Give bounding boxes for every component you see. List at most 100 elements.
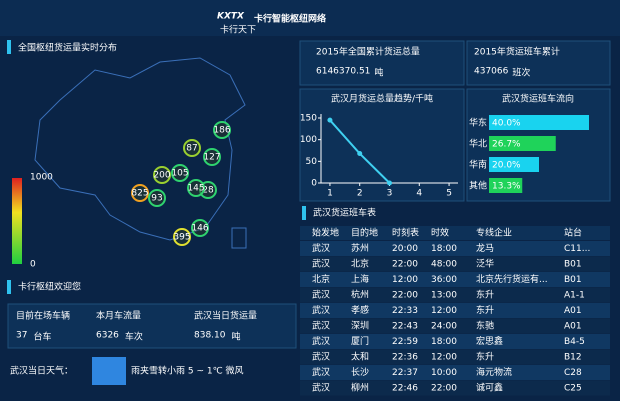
table-cell: A01 [564, 306, 582, 316]
table-cell: 12:00 [431, 306, 457, 316]
table-cell: 厦门 [351, 335, 369, 347]
bar-category: 华东 [469, 117, 487, 129]
table-cell: 22:43 [392, 322, 418, 332]
table-cell: 22:46 [392, 384, 418, 394]
table-header: 时刻表 [392, 227, 419, 239]
map-bubble [153, 166, 171, 184]
table-cell: 北京 [351, 258, 369, 270]
bar-icon [7, 280, 11, 294]
y-tick-label: 100 [300, 135, 317, 145]
table-row [300, 303, 610, 318]
table-cell: 海元物流 [476, 366, 512, 378]
table-header: 专线企业 [476, 227, 512, 239]
welcome-value: 838.10 [194, 331, 226, 341]
bar-icon [7, 40, 11, 54]
table-cell: 22:00 [431, 384, 457, 394]
table-row [300, 241, 610, 256]
welcome-label: 本月车流量 [96, 310, 141, 322]
point [327, 117, 333, 123]
table-title: 武汉货运班车表 [313, 207, 376, 219]
bar-category: 华北 [469, 138, 487, 150]
bar-label: 40.0% [492, 119, 521, 129]
bar [489, 157, 539, 172]
bubble-label: 200 [153, 171, 170, 181]
table-row [300, 349, 610, 365]
bubble-label: 127 [203, 153, 220, 163]
bubble-label: 105 [171, 169, 188, 179]
bubble-label: 145 [187, 184, 204, 194]
x-tick-label: 3 [387, 189, 393, 199]
table-cell: 48:00 [431, 260, 457, 270]
bubble-label: 87 [186, 144, 197, 154]
table-header-bg [300, 226, 610, 240]
table-row [300, 334, 610, 349]
welcome-panel [7, 303, 297, 349]
bar [489, 115, 589, 130]
legend-gradient [12, 178, 22, 264]
table-cell: 北京 [312, 273, 330, 285]
welcome-title: 卡行枢纽欢迎您 [18, 281, 81, 293]
stat-value: 437066 [474, 67, 509, 77]
table-cell: B01 [564, 275, 582, 285]
stat-panel [466, 40, 611, 86]
bar-label: 13.3% [492, 182, 521, 192]
header-bar [0, 0, 620, 36]
stat-value: 6146370.51 [316, 67, 370, 77]
bubble-label: 28 [202, 186, 214, 196]
bar [489, 178, 523, 193]
table-header: 目的地 [351, 227, 378, 239]
map-bubble [183, 139, 201, 157]
table-row [300, 318, 610, 334]
table-row [300, 272, 610, 287]
map-bubble [187, 179, 205, 197]
table-cell: 18:00 [431, 244, 457, 254]
table-cell: 20:00 [392, 244, 418, 254]
table-cell: A1-1 [564, 291, 585, 301]
table-cell: 东驰 [476, 320, 494, 332]
bar [489, 136, 556, 151]
table-cell: 24:00 [431, 322, 457, 332]
map-bubble [148, 189, 166, 207]
welcome-value: 37 [16, 331, 27, 341]
table-cell: 长沙 [351, 366, 369, 378]
table-cell: 12:00 [431, 353, 457, 363]
bar-icon [302, 206, 306, 220]
table-cell: 22:33 [392, 306, 418, 316]
y-tick-label: 50 [306, 157, 318, 167]
table-cell: C25 [564, 384, 582, 394]
bubble-label: 395 [173, 233, 190, 243]
table-cell: 武汉 [312, 382, 330, 394]
table-cell: 22:59 [392, 337, 418, 347]
table-cell: 10:00 [431, 368, 457, 378]
table-header: 站台 [564, 227, 582, 239]
table-cell: 武汉 [312, 320, 330, 332]
welcome-value: 6326 [96, 331, 119, 341]
stat-unit: 吨 [374, 67, 383, 79]
y-tick-label: 0 [311, 179, 317, 189]
y-tick-label: 150 [300, 114, 317, 124]
table-cell: 武汉 [312, 366, 330, 378]
bar-label: 26.7% [492, 140, 521, 150]
table-cell: 武汉 [312, 304, 330, 316]
table-cell: 武汉 [312, 242, 330, 254]
x-tick-label: 1 [327, 189, 333, 199]
table-cell: 18:00 [431, 337, 457, 347]
table-row [300, 365, 610, 380]
bubble-label: 93 [151, 194, 162, 204]
table-cell: 22:37 [392, 368, 418, 378]
legend-min: 0 [30, 260, 36, 270]
bar-title: 武汉货运班车流向 [502, 93, 574, 105]
table-cell: 22:00 [392, 260, 418, 270]
table-cell: 东升 [476, 289, 494, 301]
table-row [300, 380, 610, 396]
table-cell: 东升 [476, 351, 494, 363]
table-cell: 武汉 [312, 335, 330, 347]
x-tick-label: 2 [357, 189, 363, 199]
table-cell: A01 [564, 322, 582, 332]
map-inset [231, 227, 247, 249]
bar-category: 华南 [469, 159, 487, 171]
map-bubble [191, 219, 209, 237]
map-outline [34, 57, 246, 241]
table-row [300, 256, 610, 272]
